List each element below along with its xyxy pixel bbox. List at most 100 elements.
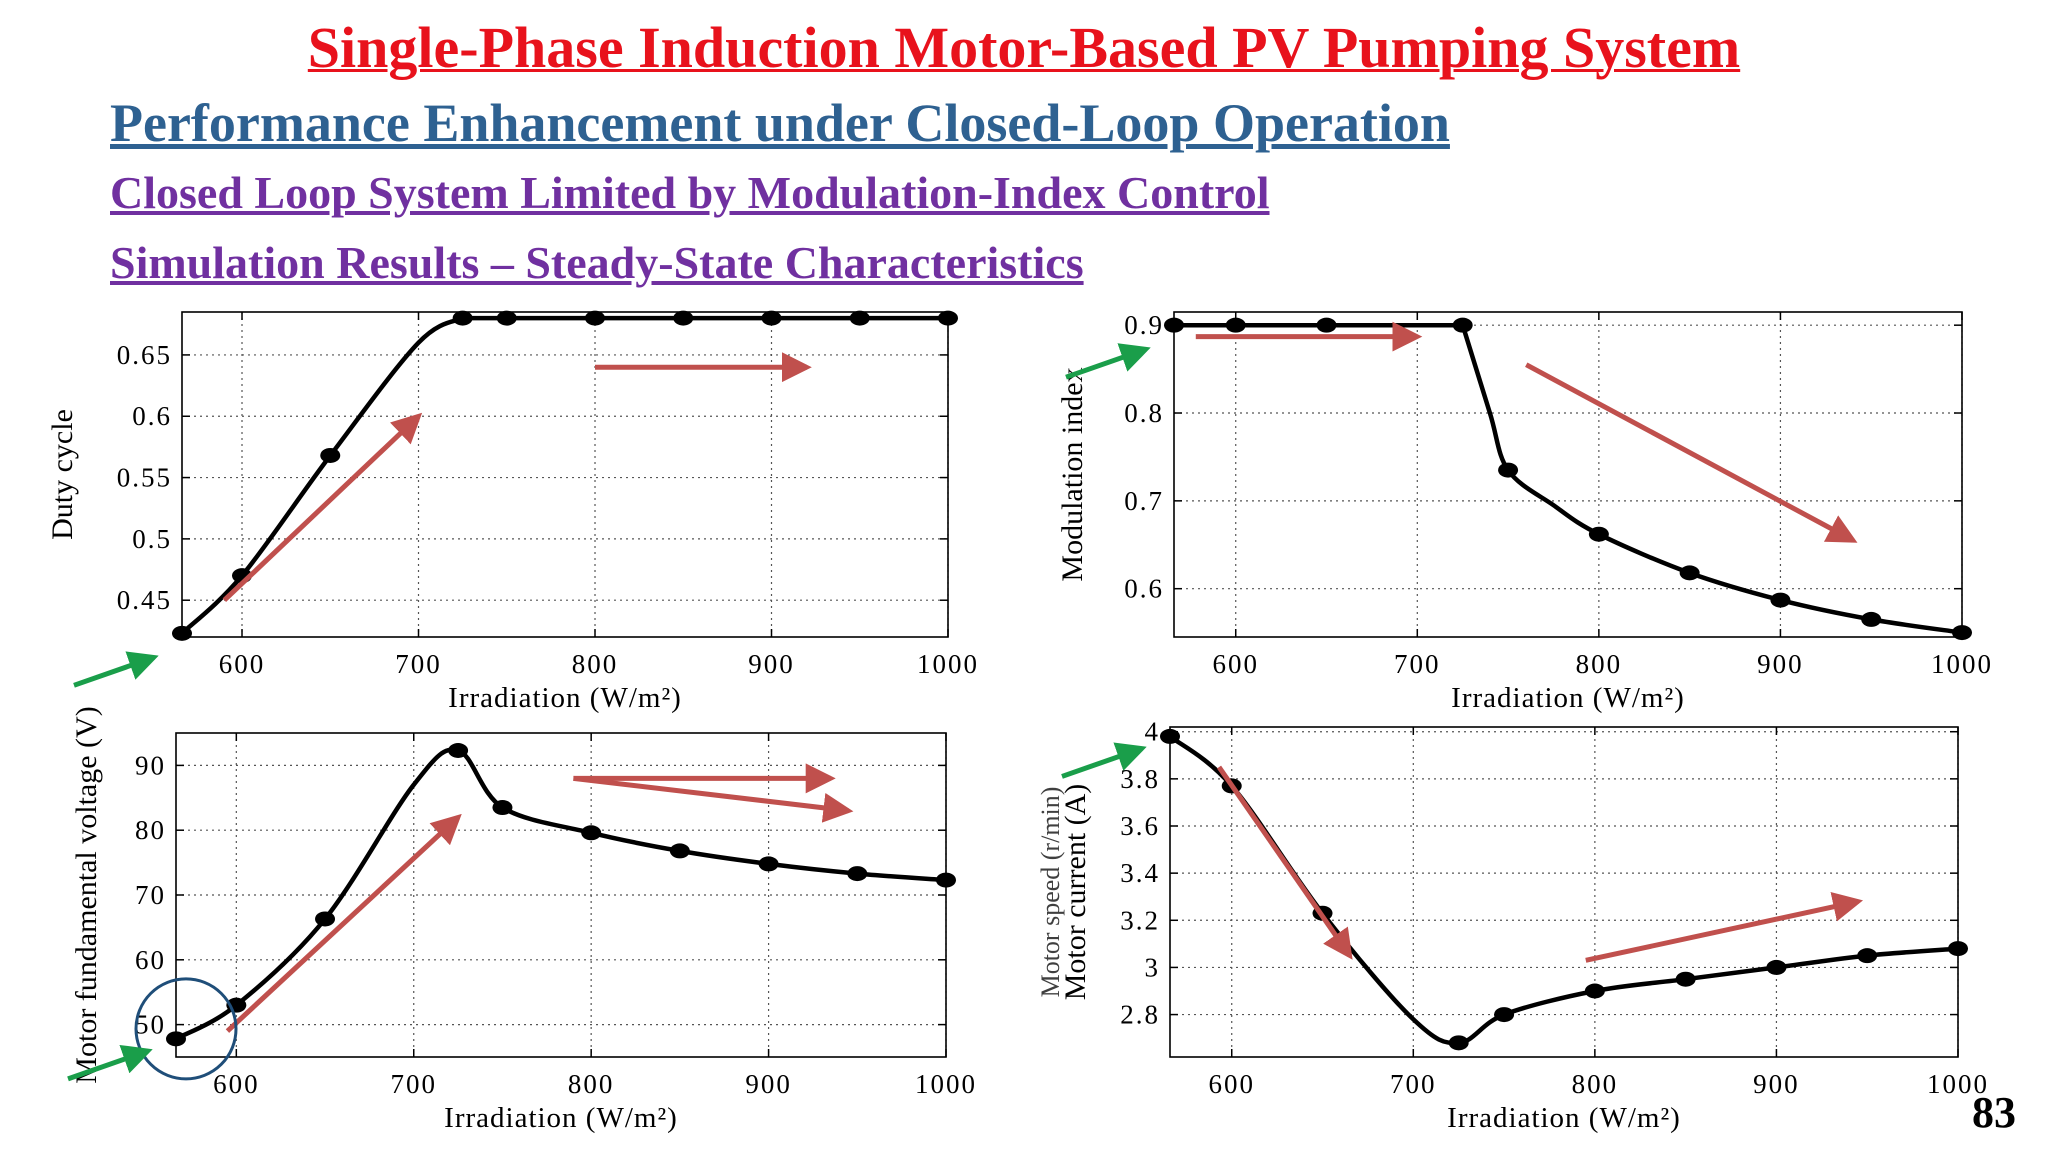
slide-title: Single-Phase Induction Motor-Based PV Pu…	[307, 15, 1741, 80]
y-tick-label: 3.8	[1120, 764, 1160, 794]
data-point	[1498, 462, 1519, 478]
y-tick-label: 0.7	[1124, 486, 1164, 516]
data-point	[452, 310, 473, 326]
trend-arrow-rising	[225, 813, 462, 1033]
data-point	[761, 310, 782, 326]
plot-frame	[1173, 311, 1963, 638]
data-point	[172, 625, 192, 641]
y-tick-label: 3	[1145, 952, 1161, 982]
data-point	[938, 310, 958, 326]
x-axis-label: Irradiation (W/m²)	[448, 682, 682, 714]
x-axis-label: Irradiation (W/m²)	[1447, 1102, 1681, 1134]
trend-arrow-falling	[1216, 765, 1353, 960]
x-tick-label: 1000	[915, 1069, 977, 1099]
chart-curr: 600 700 800 900 1000 2.8 3 3.2 3.4 3.6 3.8 4 Irradia…	[1036, 717, 1989, 1134]
y-tick-label: 3.2	[1120, 905, 1160, 935]
data-point	[1225, 317, 1246, 333]
x-tick-label: 700	[395, 649, 442, 679]
data-point	[585, 310, 606, 326]
data-point	[1679, 565, 1700, 581]
y-tick-label: 0.5	[132, 524, 172, 554]
x-tick-label: 600	[213, 1069, 260, 1099]
y-tick-label: 50	[135, 1010, 166, 1040]
data-point	[849, 310, 870, 326]
x-tick-label: 700	[1394, 649, 1441, 679]
y-tick-label: 0.8	[1124, 398, 1164, 428]
data-point	[1588, 526, 1609, 542]
chart-mod: 600 700 800 900 1000 0.6 0.7 0.8 0.9 Irradiation …	[1056, 310, 1993, 714]
data-point	[673, 310, 694, 326]
trend-arrow-rising	[222, 412, 423, 603]
data-point	[1948, 941, 1968, 957]
x-tick-label: 900	[748, 649, 795, 679]
data-point	[581, 825, 602, 841]
highlight-circle	[134, 977, 238, 1081]
data-point	[1316, 317, 1337, 333]
data-point	[315, 911, 336, 927]
series-line	[1174, 322, 1963, 635]
y-tick-label: 0.65	[117, 340, 172, 370]
series-line	[1168, 734, 1959, 1046]
x-tick-label: 900	[1753, 1069, 1800, 1099]
y-axis-label: Modulation index	[1056, 367, 1089, 581]
x-tick-label: 800	[1576, 649, 1623, 679]
data-point	[166, 1031, 186, 1047]
trend-arrow-falling	[1525, 362, 1858, 543]
results-heading: Simulation Results – Steady-State Charac…	[110, 237, 1084, 288]
plot-frame	[181, 311, 949, 638]
data-point	[492, 800, 513, 816]
x-tick-label: 700	[1390, 1069, 1437, 1099]
data-point	[669, 843, 690, 859]
y-tick-label: 0.6	[1124, 574, 1164, 604]
x-tick-label: 600	[1208, 1069, 1255, 1099]
x-tick-label: 600	[219, 649, 266, 679]
data-point	[1164, 317, 1184, 333]
y-tick-label: 0.6	[132, 401, 172, 431]
x-tick-label: 900	[1757, 649, 1804, 679]
y-axis-label: Motor current (A)	[1059, 784, 1092, 1001]
data-point	[1770, 592, 1791, 608]
trend-arrow-rising	[1585, 892, 1864, 963]
start-pointer-arrow	[67, 1044, 153, 1082]
y-tick-label: 3.6	[1120, 811, 1160, 841]
data-point	[320, 447, 341, 463]
y-tick-label: 0.55	[117, 463, 172, 493]
data-point	[1952, 625, 1972, 641]
x-tick-label: 800	[572, 649, 619, 679]
section-heading: Closed Loop System Limited by Modulation…	[110, 167, 1270, 218]
y-tick-label: 70	[135, 880, 166, 910]
x-tick-label: 1000	[1931, 649, 1993, 679]
y-tick-label: 80	[135, 815, 166, 845]
data-point	[758, 856, 779, 872]
y-tick-label: 2.8	[1120, 1000, 1160, 1030]
series-line	[174, 747, 947, 1041]
y-tick-label: 60	[135, 945, 166, 975]
data-point	[847, 866, 868, 882]
x-tick-label: 600	[1212, 649, 1259, 679]
x-axis-label: Irradiation (W/m²)	[444, 1102, 678, 1134]
data-point	[936, 872, 956, 888]
x-tick-label: 900	[745, 1069, 792, 1099]
y-tick-label: 0.9	[1124, 310, 1164, 340]
data-point	[448, 742, 469, 758]
page-number: 83	[1972, 1088, 2016, 1137]
data-point	[1861, 611, 1882, 627]
data-point	[1494, 1007, 1515, 1023]
y-tick-label: 90	[135, 750, 166, 780]
series-line	[180, 315, 948, 635]
start-pointer-arrow	[1065, 343, 1151, 380]
data-point	[1448, 1035, 1469, 1051]
x-tick-label: 1000	[917, 649, 979, 679]
data-point	[1584, 983, 1605, 999]
y-axis-label: Motor fundamental voltage (V)	[70, 706, 103, 1083]
y-tick-label: 4	[1145, 717, 1161, 747]
data-point	[1675, 971, 1696, 987]
data-point	[1452, 317, 1473, 333]
data-point	[496, 310, 517, 326]
y-tick-label: 0.45	[117, 585, 172, 615]
x-axis-label: Irradiation (W/m²)	[1451, 682, 1685, 714]
x-tick-label: 1000	[1927, 1069, 1989, 1099]
chart-duty: 600 700 800 900 1000 0.45 0.5 0.55 0.6 0.65 Irradi…	[46, 310, 979, 714]
x-tick-label: 700	[390, 1069, 437, 1099]
